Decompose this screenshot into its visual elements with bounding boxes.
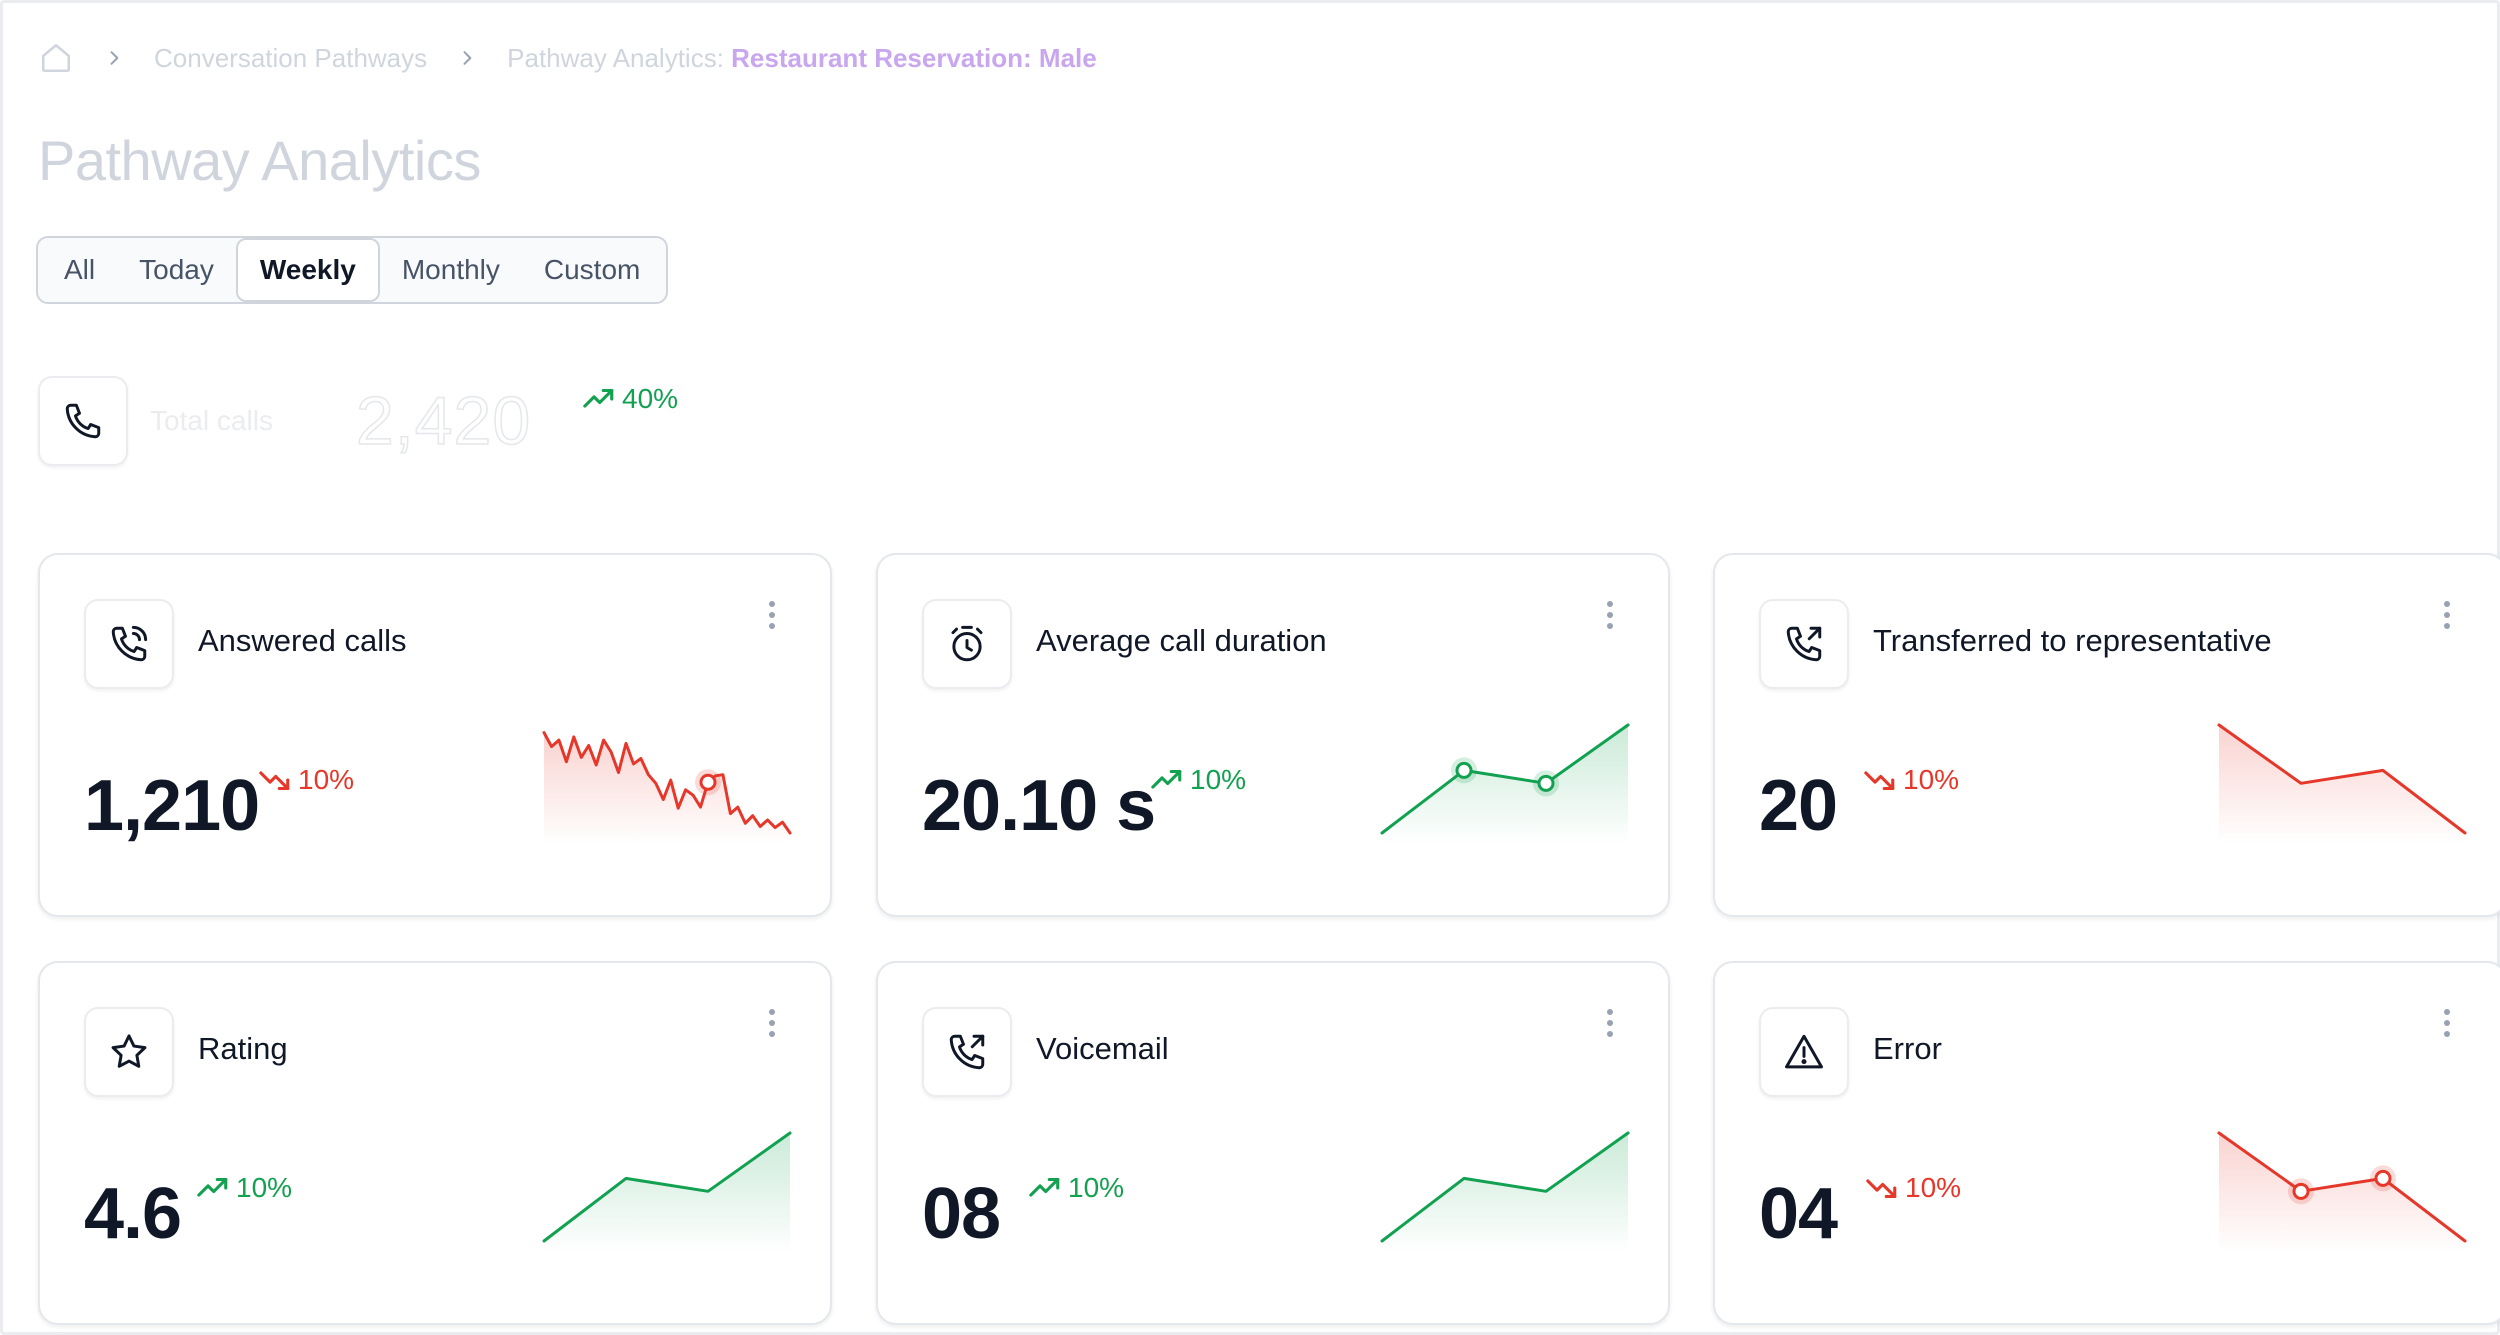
card-rating: Rating 4.6 10% (38, 961, 832, 1325)
sparkline-line (542, 731, 792, 835)
card-value: 04 (1759, 1174, 1838, 1254)
sparkline-chart (2217, 1131, 2467, 1253)
breadcrumb-current: Pathway Analytics: Restaurant Reservatio… (507, 43, 1097, 74)
card-title: Average call duration (1036, 623, 1327, 658)
sparkline-point[interactable] (2374, 1169, 2392, 1187)
trend-down-icon (1865, 1171, 1899, 1205)
sparkline-point[interactable] (1455, 761, 1473, 779)
sparkline-line (542, 1131, 792, 1243)
sparkline-chart (542, 1131, 792, 1253)
sparkline-chart (1380, 1131, 1630, 1253)
sparkline-chart (542, 731, 792, 845)
card-trend: 10% (196, 1171, 292, 1205)
card-average-call-duration: Average call duration 20.10 s 10% (876, 553, 1670, 917)
sparkline-area (2219, 1133, 2465, 1253)
tab-monthly[interactable]: Monthly (401, 254, 500, 285)
sparkline-line (2217, 1131, 2467, 1243)
more-options-icon[interactable] (1600, 595, 1620, 635)
phone-icon (38, 376, 128, 466)
card-transferred-to-representative: Transferred to representative 20 10% (1713, 553, 2500, 917)
sparkline-area (544, 732, 790, 845)
card-voicemail: Voicemail 08 10% (876, 961, 1670, 1325)
more-options-icon[interactable] (2437, 1003, 2457, 1043)
card-trend: 10% (258, 763, 354, 797)
page-title: Pathway Analytics (38, 129, 481, 192)
trend-up-icon (196, 1171, 230, 1205)
card-error: Error 04 10% (1713, 961, 2500, 1325)
trend-up-icon (1150, 763, 1184, 797)
trend-up-icon (582, 382, 616, 416)
trend-down-icon (1863, 763, 1897, 797)
card-trend: 10% (1028, 1171, 1124, 1205)
chevron-right-icon (453, 44, 481, 72)
total-calls-label: Total calls (150, 405, 273, 436)
card-trend-value: 10% (1905, 1172, 1962, 1203)
card-trend: 10% (1863, 763, 1959, 797)
card-trend: 10% (1865, 1171, 1961, 1205)
card-value: 20.10 s (922, 766, 1156, 846)
sparkline-line (1380, 1131, 1630, 1243)
sparkline-chart (1380, 723, 1630, 845)
sparkline-point[interactable] (1537, 774, 1555, 792)
card-title: Voicemail (1036, 1031, 1169, 1066)
sparkline-area (1382, 725, 1628, 845)
chevron-right-icon (100, 44, 128, 72)
more-options-icon[interactable] (1600, 1003, 1620, 1043)
phone-forward-icon (922, 1007, 1012, 1097)
total-calls-trend-value: 40% (622, 383, 679, 414)
card-trend: 10% (1150, 763, 1246, 797)
breadcrumb-current-prefix: Pathway Analytics: (507, 42, 724, 73)
period-tabs: All Today Weekly Monthly Custom (36, 236, 669, 304)
breadcrumb-link-conversation-pathways[interactable]: Conversation Pathways (154, 42, 428, 73)
total-calls-summary: Total calls 2,420 40% (38, 376, 678, 466)
phone-incoming-icon (84, 599, 174, 689)
star-icon (84, 1007, 174, 1097)
sparkline-chart (2217, 723, 2467, 845)
card-value: 4.6 (84, 1174, 182, 1254)
card-value: 1,210 (84, 766, 260, 846)
sparkline-line (1380, 723, 1630, 835)
tab-today[interactable]: Today (139, 254, 214, 285)
stopwatch-icon (922, 599, 1012, 689)
sparkline-point[interactable] (2292, 1182, 2310, 1200)
trend-down-icon (258, 763, 292, 797)
sparkline-area (1382, 1133, 1628, 1253)
warning-icon (1759, 1007, 1849, 1097)
card-trend-value: 10% (298, 764, 355, 795)
total-calls-trend: 40% (582, 382, 678, 416)
breadcrumb: Conversation Pathways Pathway Analytics:… (38, 38, 1097, 78)
tab-custom[interactable]: Custom (543, 254, 641, 285)
card-trend-value: 10% (1190, 764, 1247, 795)
card-trend-value: 10% (1903, 764, 1960, 795)
card-title: Answered calls (198, 623, 407, 658)
phone-forward-icon (1759, 599, 1849, 689)
sparkline-point[interactable] (699, 773, 717, 791)
sparkline-area (2219, 725, 2465, 845)
card-trend-value: 10% (236, 1172, 293, 1203)
more-options-icon[interactable] (762, 595, 782, 635)
breadcrumb-current-name: Restaurant Reservation: Male (731, 42, 1097, 73)
total-calls-value: 2,420 (355, 382, 532, 460)
card-value: 20 (1759, 766, 1838, 846)
sparkline-area (544, 1133, 790, 1253)
card-answered-calls: Answered calls 1,210 10% (38, 553, 832, 917)
tab-weekly[interactable]: Weekly (235, 238, 380, 302)
card-title: Error (1873, 1031, 1942, 1066)
sparkline-line (2217, 723, 2467, 835)
trend-up-icon (1028, 1171, 1062, 1205)
card-trend-value: 10% (1068, 1172, 1125, 1203)
card-title: Rating (198, 1031, 288, 1066)
card-value: 08 (922, 1174, 1001, 1254)
tab-all[interactable]: All (64, 254, 96, 285)
home-icon[interactable] (38, 40, 74, 76)
card-title: Transferred to representative (1873, 623, 2272, 658)
more-options-icon[interactable] (2437, 595, 2457, 635)
more-options-icon[interactable] (762, 1003, 782, 1043)
